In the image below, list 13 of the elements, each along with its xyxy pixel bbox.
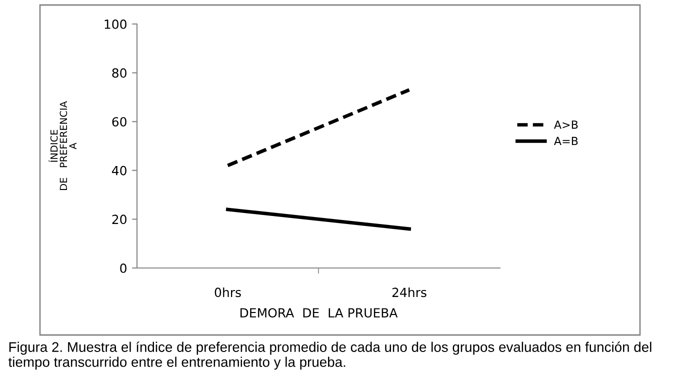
y-tick-label: 100 <box>104 19 126 29</box>
y-tick-label: 0 <box>120 263 126 273</box>
y-tick-label: 40 <box>112 166 126 176</box>
legend-label: A>B <box>554 120 578 129</box>
y-tick-label: 80 <box>112 68 126 78</box>
text: Figura 2. Muestra el índice de preferencia promedio de cada uno de los grupos evaluados en función del tiempo transcurrido entre el entrenamiento y la prueba. <box>8 342 652 370</box>
x-tick-label: 24hrs <box>392 287 426 298</box>
legend-label: A=B <box>554 136 578 146</box>
y-axis-title: ÍNDICE DE PREFERENCIA A <box>48 101 76 190</box>
y-tick-label: 20 <box>112 214 126 224</box>
y-tick-label: 60 <box>112 117 126 127</box>
x-tick-label: 0hrs <box>214 287 241 298</box>
x-axis-title: DEMORA DE LA PRUEBA <box>240 308 398 318</box>
